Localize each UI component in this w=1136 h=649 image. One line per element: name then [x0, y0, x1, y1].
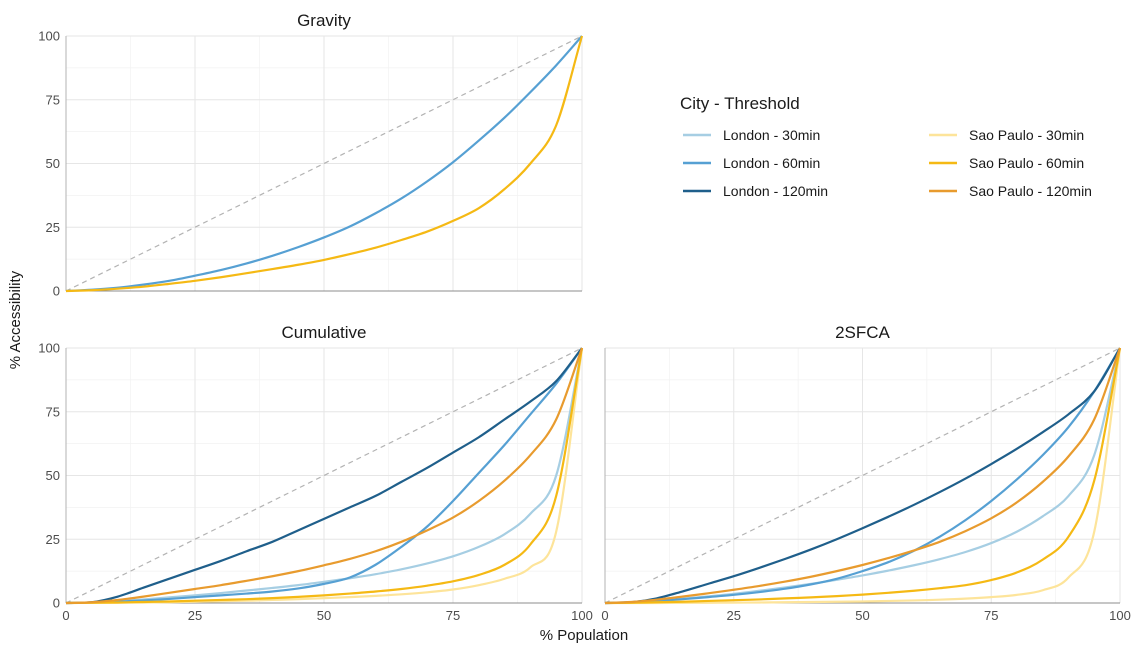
legend-label: London - 120min: [723, 183, 828, 199]
x-tick-label: 100: [571, 608, 593, 623]
series-line-london-30min: [65, 347, 584, 605]
panel-2sfca: 0 25 50 75 100 2SFCA: [601, 323, 1130, 623]
x-tick-label: 25: [188, 608, 202, 623]
series-line-london-120min: [604, 347, 1121, 605]
legend-title: City - Threshold: [680, 94, 800, 113]
y-tick-label: 0: [53, 596, 60, 611]
y-tick-label: 50: [46, 156, 60, 171]
series-line-sao-paulo-120min: [604, 347, 1122, 605]
panels: 0 25 50 75 100 Gravity 0 25 50 75 100 0 25 50 75 100 Cum…: [38, 11, 1131, 623]
series-line-sao-paulo-30min: [605, 347, 1122, 605]
y-tick-label: 100: [38, 341, 60, 356]
series-line-london-120min: [65, 347, 583, 605]
x-tick-label: 0: [62, 608, 69, 623]
equality-line: [65, 347, 583, 604]
y-tick-label: 75: [46, 404, 60, 419]
legend: City - Threshold London - 30min London - …: [680, 94, 1092, 199]
legend-item-sao-paulo-30min: Sao Paulo - 30min: [929, 127, 1084, 143]
y-axis-title: % Accessibility: [7, 270, 24, 369]
equality-line: [604, 347, 1121, 604]
x-tick-label: 0: [601, 608, 608, 623]
legend-label: Sao Paulo - 120min: [969, 183, 1092, 199]
panel-cumulative: 0 25 50 75 100 0 25 50 75 100 Cumulative: [38, 323, 593, 623]
x-tick-label: 100: [1109, 608, 1131, 623]
x-tick-label: 25: [727, 608, 741, 623]
panel-title: Cumulative: [281, 323, 366, 342]
series-line-sao-paulo-120min: [65, 347, 584, 605]
legend-label: Sao Paulo - 60min: [969, 155, 1084, 171]
y-tick-label: 25: [46, 220, 60, 235]
legend-item-sao-paulo-60min: Sao Paulo - 60min: [929, 155, 1084, 171]
x-tick-label: 50: [855, 608, 869, 623]
x-tick-label: 75: [446, 608, 460, 623]
x-axis-title: % Population: [540, 627, 628, 644]
series-line-sao-paulo-60min: [604, 347, 1122, 605]
series-line-london-60min: [604, 347, 1121, 605]
equality-line: [65, 35, 583, 292]
series-line-sao-paulo-60min: [65, 347, 584, 605]
panel-title: Gravity: [297, 11, 351, 30]
x-tick-label: 75: [984, 608, 998, 623]
y-tick-label: 50: [46, 468, 60, 483]
legend-item-london-120min: London - 120min: [683, 183, 828, 199]
legend-item-london-30min: London - 30min: [683, 127, 820, 143]
panel-gravity: 0 25 50 75 100 Gravity: [38, 11, 584, 299]
series-line-london-60min: [65, 347, 583, 605]
panel-title: 2SFCA: [835, 323, 890, 342]
y-tick-label: 0: [53, 284, 60, 299]
x-tick-label: 50: [317, 608, 331, 623]
series-line-london-60min: [65, 35, 583, 293]
legend-item-london-60min: London - 60min: [683, 155, 820, 171]
legend-label: London - 30min: [723, 127, 820, 143]
legend-label: London - 60min: [723, 155, 820, 171]
legend-label: Sao Paulo - 30min: [969, 127, 1084, 143]
series-line-sao-paulo-60min: [65, 35, 584, 293]
y-tick-label: 25: [46, 532, 60, 547]
y-tick-label: 100: [38, 29, 60, 44]
legend-item-sao-paulo-120min: Sao Paulo - 120min: [929, 183, 1092, 199]
y-tick-label: 75: [46, 92, 60, 107]
